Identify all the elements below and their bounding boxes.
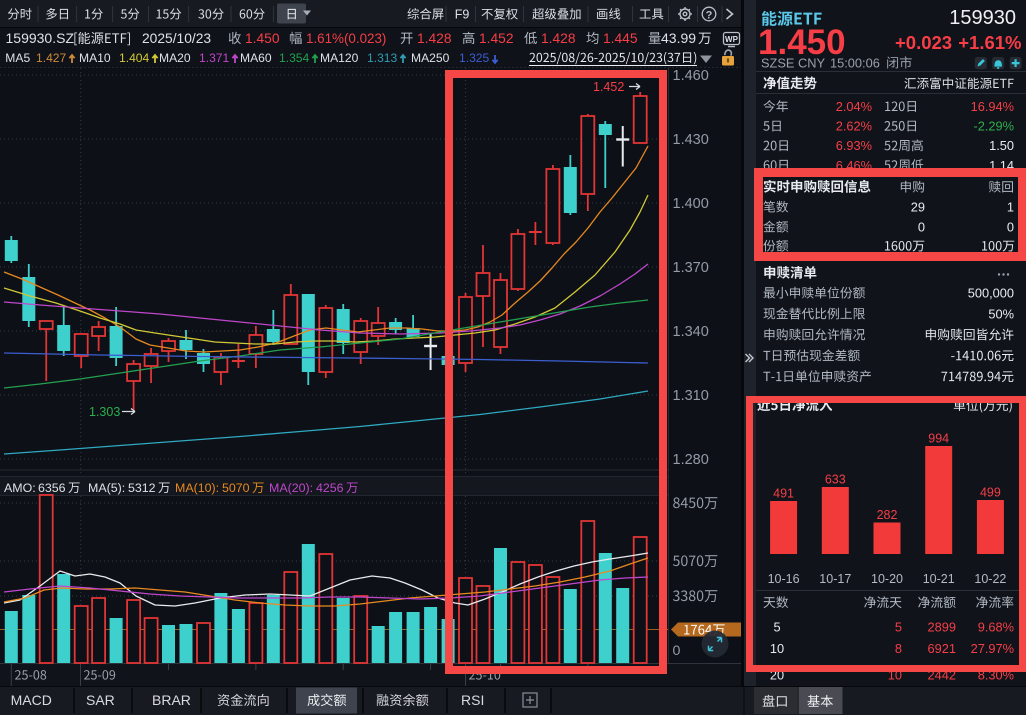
svg-text:10-17: 10-17 xyxy=(819,572,851,586)
svg-text:2.04%: 2.04% xyxy=(836,99,872,114)
svg-text:0: 0 xyxy=(918,220,925,235)
svg-text:159930.SZ: 159930.SZ xyxy=(6,30,75,46)
svg-text:6.93%: 6.93% xyxy=(836,138,872,153)
svg-text:6356: 6356 xyxy=(38,481,66,495)
svg-text:RSI: RSI xyxy=(461,692,484,708)
svg-text:8: 8 xyxy=(895,641,902,656)
svg-text:282: 282 xyxy=(877,508,898,522)
svg-text:5: 5 xyxy=(895,620,902,635)
svg-text:1.310: 1.310 xyxy=(673,388,709,404)
svg-text:AMO:: AMO: xyxy=(4,481,36,495)
svg-text:15:00:06: 15:00:06 xyxy=(830,56,880,71)
svg-text:WP: WP xyxy=(725,35,739,44)
svg-text:?: ? xyxy=(706,9,713,21)
svg-text:1.428: 1.428 xyxy=(541,31,576,46)
svg-text:491: 491 xyxy=(773,487,794,501)
svg-text:1.428: 1.428 xyxy=(417,31,452,46)
svg-text:29: 29 xyxy=(911,200,925,215)
svg-text:1.61%(0.023): 1.61%(0.023) xyxy=(306,31,386,46)
svg-text:+1.61%: +1.61% xyxy=(958,32,1021,53)
svg-text:499: 499 xyxy=(980,486,1001,500)
svg-text:6921: 6921 xyxy=(928,641,956,656)
svg-text:SAR: SAR xyxy=(86,692,115,708)
svg-text:MA(5):: MA(5): xyxy=(88,481,125,495)
svg-text:0: 0 xyxy=(1007,220,1014,235)
svg-text:1.404: 1.404 xyxy=(119,51,150,65)
svg-text:1.450: 1.450 xyxy=(245,31,280,46)
svg-text:1.430: 1.430 xyxy=(673,132,709,148)
svg-text:5312: 5312 xyxy=(128,481,156,495)
svg-text:1.340: 1.340 xyxy=(673,324,709,340)
svg-text:10-21: 10-21 xyxy=(923,572,955,586)
svg-text:MACD: MACD xyxy=(11,692,52,708)
svg-text:2899: 2899 xyxy=(928,620,956,635)
svg-text:5070: 5070 xyxy=(222,481,250,495)
svg-text:1.400: 1.400 xyxy=(673,196,709,212)
svg-text:MA60: MA60 xyxy=(240,51,272,65)
svg-text:159930: 159930 xyxy=(949,7,1016,29)
svg-text:1: 1 xyxy=(1007,200,1014,215)
svg-text:1.460: 1.460 xyxy=(673,68,709,84)
svg-text:500,000: 500,000 xyxy=(968,286,1014,301)
svg-text:1.371: 1.371 xyxy=(199,51,230,65)
svg-text:CNY: CNY xyxy=(798,56,825,71)
svg-text:MA250: MA250 xyxy=(411,51,450,65)
svg-text:10-20: 10-20 xyxy=(871,572,903,586)
svg-text:BRAR: BRAR xyxy=(152,692,191,708)
svg-text:SZSE: SZSE xyxy=(761,56,794,71)
svg-text:16.94%: 16.94% xyxy=(971,99,1014,114)
svg-text:MA120: MA120 xyxy=(320,51,359,65)
svg-text:10-22: 10-22 xyxy=(974,572,1006,586)
svg-text:1.303: 1.303 xyxy=(89,405,120,419)
svg-text:2.62%: 2.62% xyxy=(836,119,872,134)
svg-text:MA5: MA5 xyxy=(5,51,30,65)
svg-text:2025/10/23: 2025/10/23 xyxy=(142,31,211,46)
svg-text:10: 10 xyxy=(770,641,784,656)
svg-text:F9: F9 xyxy=(455,8,470,22)
svg-text:1.354: 1.354 xyxy=(279,51,310,65)
svg-text:0: 0 xyxy=(673,643,681,659)
svg-text:1.427: 1.427 xyxy=(36,51,67,65)
svg-text:5: 5 xyxy=(773,620,780,635)
svg-text:43.99: 43.99 xyxy=(661,30,696,46)
svg-text:1.280: 1.280 xyxy=(673,452,709,468)
svg-text:MA10: MA10 xyxy=(79,51,111,65)
svg-text:10-16: 10-16 xyxy=(768,572,800,586)
svg-text:1.313: 1.313 xyxy=(367,51,398,65)
svg-text:-2.29%: -2.29% xyxy=(973,119,1014,134)
svg-text:1.452: 1.452 xyxy=(479,31,514,46)
svg-text:+0.023: +0.023 xyxy=(895,32,952,53)
svg-text:MA20: MA20 xyxy=(159,51,191,65)
svg-text:50%: 50% xyxy=(988,306,1014,321)
svg-text:633: 633 xyxy=(825,473,846,487)
svg-text:1.445: 1.445 xyxy=(603,31,638,46)
svg-text:1.325: 1.325 xyxy=(459,51,490,65)
svg-text:MA(10):: MA(10): xyxy=(175,481,219,495)
svg-text:27.97%: 27.97% xyxy=(971,641,1014,656)
svg-text:MA(20):: MA(20): xyxy=(269,481,313,495)
svg-text:994: 994 xyxy=(928,432,949,446)
svg-text:4256: 4256 xyxy=(316,481,344,495)
svg-text:1.452: 1.452 xyxy=(593,80,624,94)
svg-text:1.450: 1.450 xyxy=(758,23,846,62)
svg-text:9.68%: 9.68% xyxy=(978,620,1014,635)
svg-text:1.50: 1.50 xyxy=(989,138,1014,153)
svg-text:1.370: 1.370 xyxy=(673,260,709,276)
